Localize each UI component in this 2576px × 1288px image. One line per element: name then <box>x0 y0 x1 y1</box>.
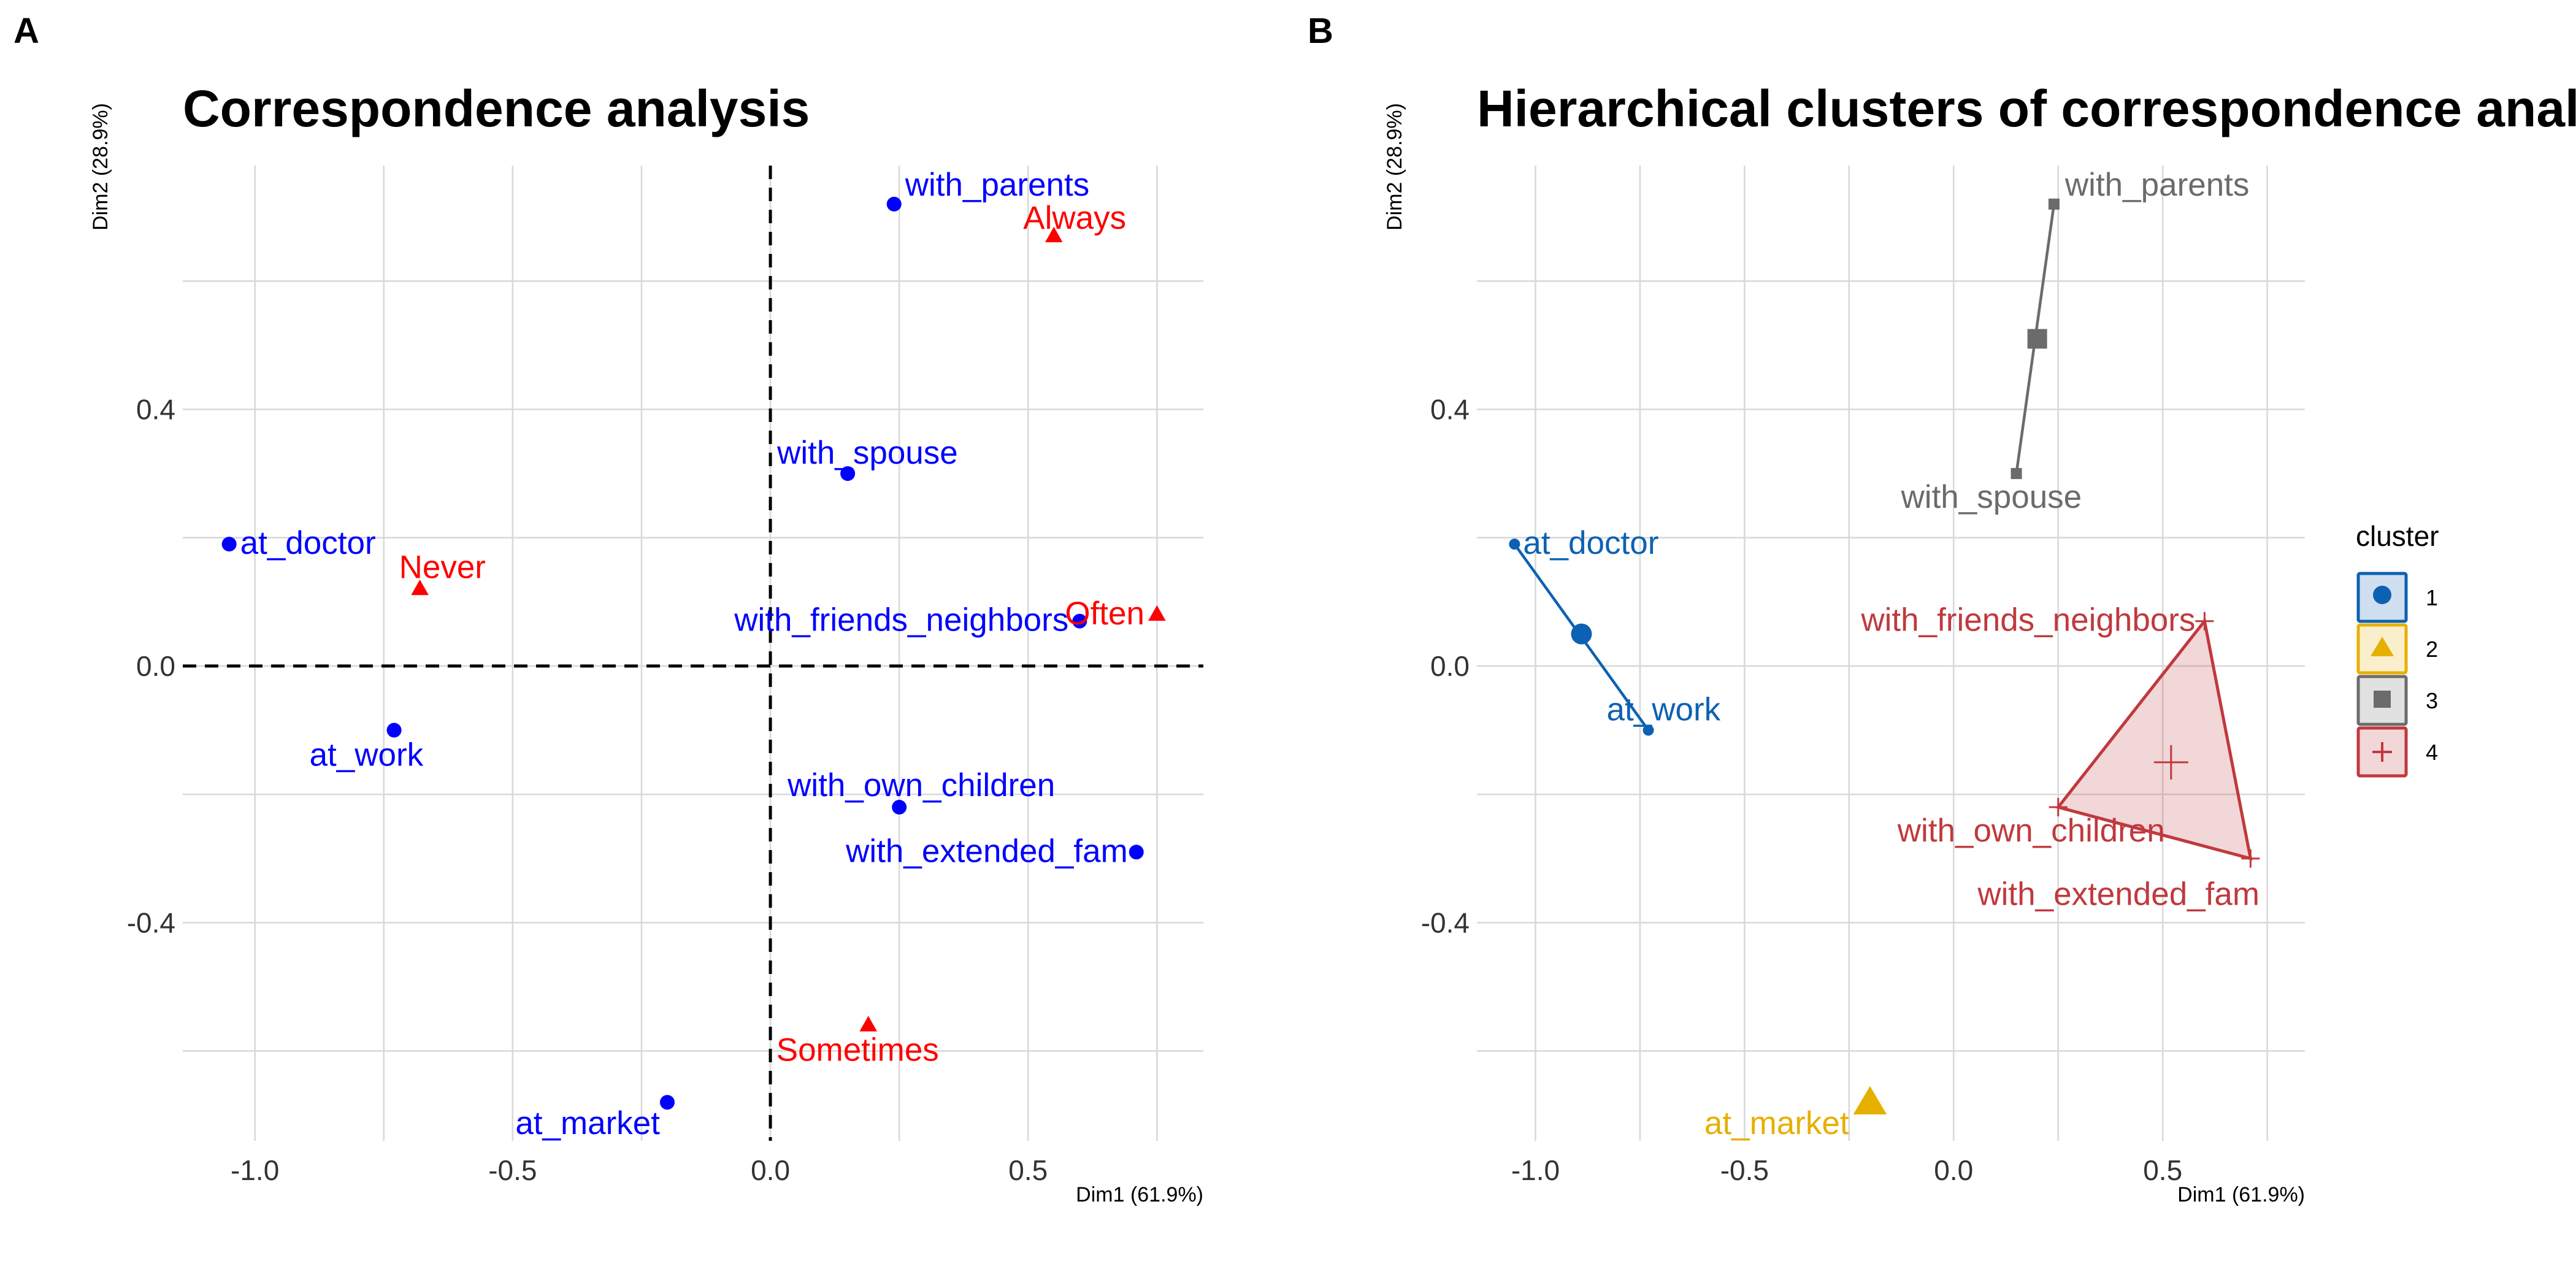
point-at-work <box>1643 724 1654 736</box>
panel-a-x-tick-label: 0.5 <box>1008 1154 1048 1186</box>
point-with-extended-fam <box>2241 849 2260 868</box>
panel-a-correspondence-analysis: A Correspondence analysis -1.0 -0.5 0.0 0.5… <box>13 11 1203 1206</box>
panel-b-y-tick-label: 0.4 <box>1430 394 1470 426</box>
point-with-own-children <box>2049 798 2068 817</box>
cluster-3-group: with_parents with_spouse <box>1901 167 2250 515</box>
label-with-spouse: with_spouse <box>1901 479 2082 515</box>
legend-triangle-icon <box>2371 637 2394 656</box>
panel-b-title: Hierarchical clusters of correspondence … <box>1477 80 2576 137</box>
point-with-extended-fam <box>1129 845 1144 860</box>
point-with-spouse <box>840 466 856 481</box>
label-with-parents: with_parents <box>905 167 1090 203</box>
panel-b-y-tick-label: 0.0 <box>1430 650 1470 682</box>
legend-label-cluster-3: 3 <box>2426 688 2438 713</box>
panel-a-y-axis-title: Dim2 (28.9%) <box>89 103 112 231</box>
label-at-doctor: at_doctor <box>240 525 376 561</box>
label-with-extended-fam: with_extended_fam <box>845 833 1128 869</box>
label-at-work: at_work <box>310 737 424 773</box>
panel-a-x-tick-label: -1.0 <box>231 1154 279 1186</box>
point-with-friends-neighbors <box>2195 611 2214 631</box>
legend-cross-icon <box>2372 742 2392 762</box>
label-with-friends-neighbors: with_friends_neighbors <box>734 602 1068 638</box>
point-never <box>411 579 429 596</box>
cluster-2-center <box>1853 1086 1887 1115</box>
legend-square-icon <box>2374 691 2391 708</box>
legend-label-cluster-4: 4 <box>2426 740 2438 765</box>
cluster-1-center <box>1571 623 1592 645</box>
legend-key-cluster-1: 1 <box>2356 572 2438 623</box>
point-sometimes <box>859 1016 878 1032</box>
point-at-doctor <box>1509 539 1520 550</box>
cluster-4-hull <box>2055 617 2253 861</box>
panel-a-y-tick-label: -0.4 <box>127 907 175 938</box>
label-with-own-children: with_own_children <box>1897 813 2165 849</box>
label-often: Often <box>1065 596 1144 632</box>
label-always: Always <box>1023 200 1126 236</box>
label-with-spouse: with_spouse <box>776 435 958 471</box>
point-at-doctor <box>221 537 237 552</box>
legend-label-cluster-2: 2 <box>2426 637 2438 662</box>
panel-b-x-tick-label: -0.5 <box>1720 1154 1769 1186</box>
label-with-friends-neighbors: with_friends_neighbors <box>1860 602 2195 638</box>
panel-a-x-tick-label: 0.0 <box>751 1154 790 1186</box>
panel-a-y-tick-label: 0.4 <box>136 394 175 426</box>
panel-b-y-axis-title: Dim2 (28.9%) <box>1383 103 1406 231</box>
panel-b-hierarchical-clusters: B Hierarchical clusters of correspondenc… <box>1308 11 2576 1206</box>
cluster-legend: cluster 1 2 3 4 <box>2356 520 2439 778</box>
panel-a-x-tick-label: -0.5 <box>488 1154 537 1186</box>
panel-a-plot-area: -1.0 -0.5 0.0 0.5 -0.4 0.0 0.4 with_parentswith… <box>127 166 1203 1186</box>
point-with-spouse <box>2011 468 2022 480</box>
point-often <box>1148 605 1166 621</box>
legend-title: cluster <box>2356 520 2439 552</box>
label-sometimes: Sometimes <box>776 1032 939 1068</box>
point-with-parents <box>886 196 902 212</box>
point-with-parents <box>2048 198 2060 210</box>
label-at-market: at_market <box>515 1105 660 1141</box>
cluster-1-group: at_doctor at_work <box>1509 525 1721 736</box>
label-with-own-children: with_own_children <box>787 767 1055 803</box>
panel-b-x-tick-label: 0.5 <box>2143 1154 2182 1186</box>
label-with-parents: with_parents <box>2064 167 2250 203</box>
legend-key-cluster-4: 4 <box>2356 726 2438 778</box>
panel-b-letter: B <box>1308 11 1333 51</box>
label-never: Never <box>399 549 486 585</box>
panel-a-title: Correspondence analysis <box>183 80 810 137</box>
label-with-extended-fam: with_extended_fam <box>1977 876 2260 913</box>
label-at-market: at_market <box>1704 1105 1849 1141</box>
legend-key-cluster-3: 3 <box>2356 675 2438 726</box>
label-at-doctor: at_doctor <box>1523 525 1658 561</box>
panel-a-letter: A <box>13 11 39 51</box>
panel-b-plot-area: -1.0 -0.5 0.0 0.5 -0.4 0.0 0.4 at_doctor at_work… <box>1421 166 2305 1186</box>
panel-b-x-axis-title: Dim1 (61.9%) <box>2177 1183 2305 1206</box>
cluster-2-group: at_market <box>1704 1086 1887 1141</box>
point-at-market <box>659 1095 675 1110</box>
point-always <box>1045 226 1063 242</box>
panel-b-x-tick-label: 0.0 <box>1934 1154 1973 1186</box>
label-at-work: at_work <box>1607 692 1721 728</box>
cluster-4-group: with_friends_neighbors with_own_childrenw… <box>1860 602 2260 913</box>
cluster-4-center <box>2153 745 2188 780</box>
panel-b-x-tick-label: -1.0 <box>1511 1154 1560 1186</box>
panel-b-y-tick-label: -0.4 <box>1421 907 1470 938</box>
legend-label-cluster-1: 1 <box>2426 585 2438 610</box>
panel-a-y-tick-label: 0.0 <box>136 650 175 682</box>
legend-circle-icon <box>2373 586 2391 604</box>
point-at-work <box>386 723 402 738</box>
panel-a-x-axis-title: Dim1 (61.9%) <box>1076 1183 1203 1206</box>
cluster-3-center <box>2027 329 2047 349</box>
legend-key-cluster-2: 2 <box>2356 623 2438 675</box>
point-with-friends-neighbors <box>1072 613 1087 629</box>
point-with-own-children <box>892 800 907 815</box>
